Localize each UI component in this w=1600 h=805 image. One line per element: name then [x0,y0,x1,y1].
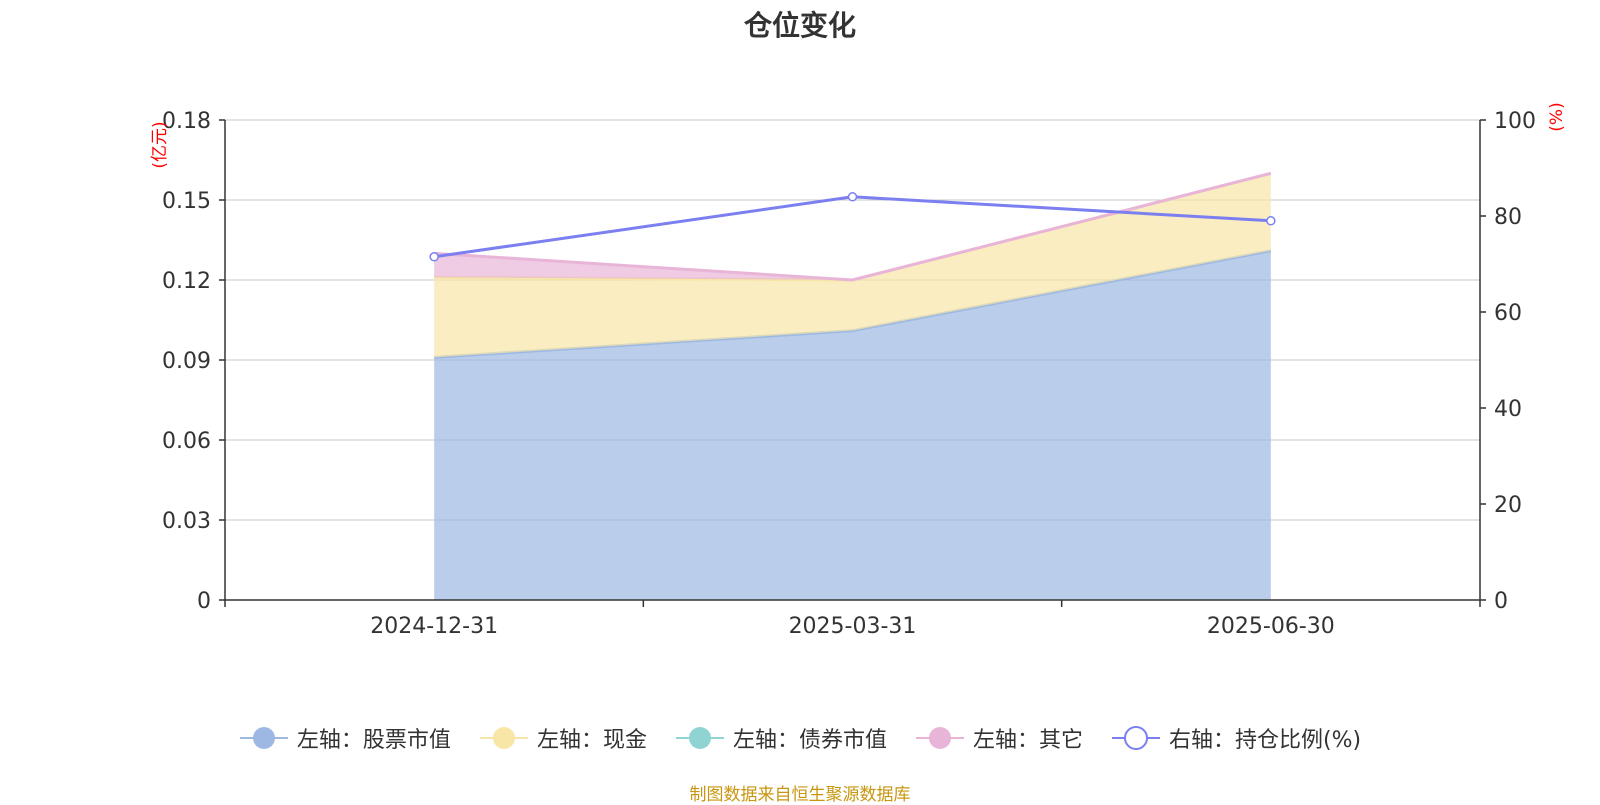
legend-symbol-cash [479,727,528,749]
area-cash [434,173,1271,358]
chart-title: 仓位变化 [743,9,856,42]
ratio-point [429,252,439,262]
legend-label: 左轴：其它 [972,728,1083,753]
left-tick-label: 0.06 [162,429,211,454]
legend-label: 左轴：债券市值 [732,728,887,753]
legend-symbol-ratio [1111,726,1160,750]
right-tick-label: 100 [1494,109,1536,134]
legend-symbol-bond [675,727,724,749]
x-tick-label: 2025-03-31 [789,614,917,639]
legend: 左轴：股票市值 左轴：现金 左轴：债券市值 左轴：其它 右轴：持仓比例(%) [0,722,1600,754]
x-tick-label: 2024-12-31 [370,614,498,639]
source-note: 制图数据来自恒生聚源数据库 [689,785,911,805]
x-tick-label: 2025-06-30 [1207,614,1335,639]
legend-item-bond[interactable]: 左轴：债券市值 [675,722,887,754]
legend-symbol-stock [239,727,288,749]
legend-label: 右轴：持仓比例(%) [1168,728,1362,753]
left-tick-label: 0 [197,589,211,614]
left-tick-label: 0.09 [162,349,211,374]
left-tick-label: 0.15 [162,189,211,214]
right-tick-label: 0 [1494,589,1508,614]
left-axis-unit: (亿元) [150,121,170,168]
left-tick-label: 0.12 [162,269,211,294]
legend-label: 左轴：股票市值 [296,728,451,753]
ratio-point [1266,216,1276,226]
ratio-point [847,192,858,202]
right-tick-label: 40 [1494,397,1522,422]
legend-label: 左轴：现金 [536,728,647,753]
area-other [434,173,1271,280]
right-tick-label: 60 [1494,301,1522,326]
right-tick-label: 80 [1494,205,1522,230]
right-tick-label: 20 [1494,493,1522,518]
legend-item-cash[interactable]: 左轴：现金 [479,722,647,754]
legend-symbol-other [915,727,964,749]
left-tick-label: 0.18 [162,109,211,134]
legend-item-stock[interactable]: 左轴：股票市值 [239,722,451,754]
legend-item-other[interactable]: 左轴：其它 [915,722,1083,754]
legend-item-ratio[interactable]: 右轴：持仓比例(%) [1111,722,1361,754]
line-other [434,171,1272,282]
right-axis-unit: (%) [1547,102,1567,131]
left-tick-label: 0.03 [162,509,211,534]
area-stock [434,250,1271,600]
